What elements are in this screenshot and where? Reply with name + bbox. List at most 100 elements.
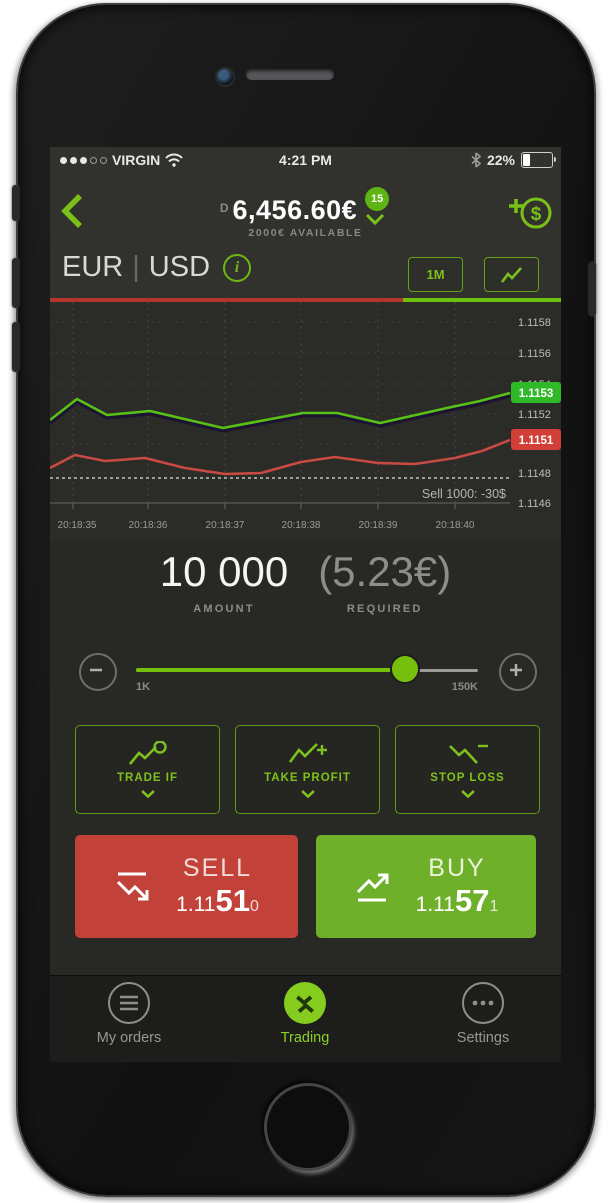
ellipsis-icon — [472, 1000, 494, 1006]
svg-text:20:18:39: 20:18:39 — [359, 520, 398, 531]
increase-amount-button[interactable] — [499, 653, 537, 691]
add-funds-button[interactable]: $ — [507, 191, 553, 233]
trade-if-button[interactable]: TRADE IF — [75, 725, 220, 814]
sentiment-bar — [50, 298, 561, 302]
clock: 4:21 PM — [279, 152, 332, 168]
app-screen: VIRGIN 4:21 PM 22% D 6,456.60€ — [50, 147, 561, 1062]
svg-text:1.1152: 1.1152 — [518, 409, 551, 421]
required-label: REQUIRED — [346, 603, 423, 616]
required-value: (5.23€) — [318, 548, 452, 595]
quote-currency: USD — [148, 251, 211, 283]
orders-list-icon — [120, 995, 138, 1011]
account-type-flag: D — [219, 201, 229, 215]
take-profit-button[interactable]: TAKE PROFIT — [235, 725, 380, 814]
buy-quote-badge: 1.1153 — [511, 382, 561, 403]
battery-icon — [521, 152, 556, 168]
amount-label: AMOUNT — [193, 603, 255, 616]
slider-max-label: 150K — [451, 681, 478, 693]
trade-if-label: TRADE IF — [116, 772, 179, 784]
sell-quote-badge: 1.1151 — [511, 429, 561, 450]
trade-if-icon — [128, 741, 167, 765]
amount-slider-thumb[interactable] — [390, 654, 420, 684]
buy-line — [50, 391, 511, 430]
minus-icon — [90, 668, 102, 672]
chart-type-button[interactable] — [484, 257, 539, 292]
nav-my-orders[interactable]: My orders — [69, 982, 189, 1046]
wifi-icon — [165, 153, 183, 167]
power-button[interactable] — [589, 262, 596, 316]
nav-settings[interactable]: Settings — [423, 982, 543, 1046]
buy-button[interactable]: BUY 1.11 57 1 — [316, 835, 536, 938]
bottom-nav: My orders Trading Settings — [50, 975, 561, 1062]
stop-loss-label: STOP LOSS — [430, 772, 505, 784]
plus-icon — [510, 664, 522, 676]
take-profit-icon — [288, 743, 327, 763]
signal-strength-icon — [60, 156, 107, 164]
x-axis-labels: 20:18:35 20:18:36 20:18:37 20:18:38 20:1… — [58, 520, 475, 531]
slider-min-label: 1K — [136, 681, 151, 693]
svg-text:20:18:37: 20:18:37 — [206, 520, 245, 531]
volume-up-button[interactable] — [12, 258, 19, 308]
amount-row: 10 000 AMOUNT (5.23€) REQUIRED — [50, 548, 561, 616]
open-position-label: Sell 1000: -30$ — [422, 487, 506, 501]
nav-my-orders-label: My orders — [96, 1030, 162, 1046]
svg-text:20:18:40: 20:18:40 — [436, 520, 475, 531]
stop-loss-button[interactable]: STOP LOSS — [395, 725, 540, 814]
balance-dropdown[interactable]: 15 — [361, 185, 392, 229]
dollar-glyph: $ — [531, 204, 542, 225]
sell-price: 1.11 51 0 — [176, 883, 259, 918]
svg-text:1.1151: 1.1151 — [519, 435, 554, 447]
svg-text:1.1158: 1.1158 — [518, 317, 551, 329]
pair-separator: | — [132, 251, 140, 283]
line-chart-icon — [500, 266, 522, 283]
chevron-down-icon — [366, 213, 385, 225]
buy-price: 1.11 57 1 — [415, 883, 499, 918]
carrier-label: VIRGIN — [112, 152, 161, 168]
available-funds: 2000€ AVAILABLE — [248, 227, 363, 239]
info-icon[interactable]: i — [223, 253, 252, 282]
svg-text:1.1156: 1.1156 — [518, 348, 551, 360]
home-button[interactable] — [264, 1083, 352, 1171]
trading-chevrons-icon — [296, 995, 314, 1013]
balance-amount: 6,456.60€ — [232, 195, 358, 225]
base-currency: EUR — [62, 251, 124, 283]
buy-line-shadow — [50, 393, 511, 433]
amount-slider-track[interactable] — [136, 668, 478, 672]
timeframe-label: 1M — [426, 267, 445, 282]
back-button[interactable] — [58, 192, 86, 230]
decrease-amount-button[interactable] — [79, 653, 117, 691]
sell-button[interactable]: SELL 1.11 51 0 — [75, 835, 298, 938]
status-bar: VIRGIN 4:21 PM 22% — [50, 147, 561, 173]
sell-trend-icon — [117, 872, 149, 900]
slider-fill — [136, 668, 405, 672]
volume-down-button[interactable] — [12, 322, 19, 372]
svg-text:20:18:38: 20:18:38 — [282, 520, 321, 531]
sell-label: SELL — [182, 854, 253, 882]
notification-badge: 15 — [363, 185, 392, 213]
y-axis-labels: 1.1158 1.1156 1.1154 1.1152 1.1148 1.114… — [518, 317, 551, 510]
svg-text:20:18:35: 20:18:35 — [58, 520, 97, 531]
buy-sentiment — [403, 298, 561, 302]
amount-value[interactable]: 10 000 — [159, 548, 289, 595]
battery-percent: 22% — [486, 152, 515, 168]
bluetooth-icon — [471, 152, 481, 168]
sell-line — [50, 438, 511, 476]
earpiece-speaker — [246, 69, 334, 80]
svg-text:20:18:36: 20:18:36 — [129, 520, 168, 531]
nav-trading-label: Trading — [280, 1030, 330, 1046]
sell-sentiment — [50, 298, 403, 302]
header-background — [50, 147, 561, 298]
buy-trend-icon — [356, 873, 389, 901]
front-camera — [215, 67, 235, 87]
svg-text:1.1153: 1.1153 — [519, 388, 554, 400]
stop-loss-icon — [448, 744, 488, 764]
timeframe-button[interactable]: 1M — [408, 257, 463, 292]
instrument-pair: EUR | USD i — [62, 251, 252, 284]
nav-settings-label: Settings — [456, 1030, 510, 1046]
take-profit-label: TAKE PROFIT — [264, 772, 351, 784]
nav-trading[interactable]: Trading — [245, 982, 365, 1046]
chevron-down-icon — [300, 790, 315, 798]
chevron-down-icon — [460, 790, 475, 798]
mute-switch[interactable] — [12, 185, 19, 221]
